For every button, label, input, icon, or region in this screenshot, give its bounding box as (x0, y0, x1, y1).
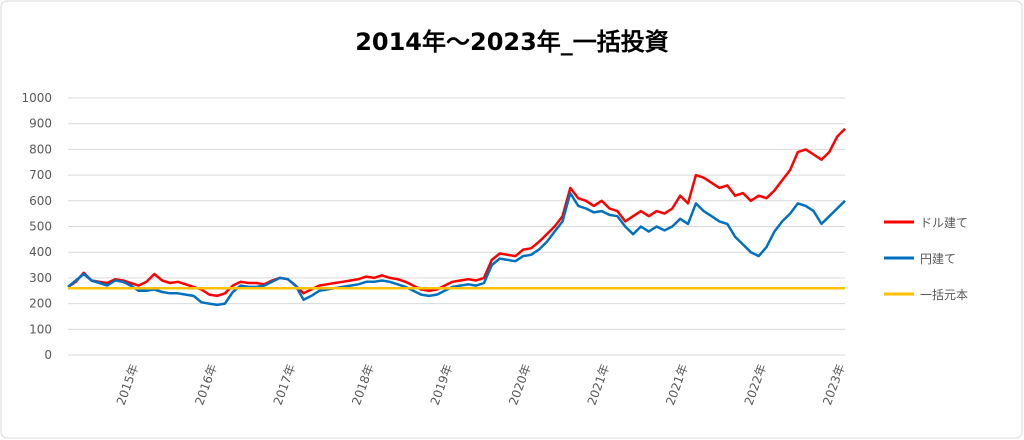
y-tick-label: 800 (29, 142, 52, 156)
legend-label: 一括元本 (920, 287, 968, 302)
chart-title: 2014年～2023年_一括投資 (355, 28, 669, 56)
y-tick-label: 400 (29, 245, 52, 259)
legend-label: ドル建て (920, 216, 968, 230)
y-tick-label: 1000 (21, 91, 52, 105)
y-tick-label: 700 (29, 168, 52, 182)
y-tick-label: 500 (29, 220, 52, 234)
y-tick-label: 600 (29, 194, 52, 208)
y-tick-label: 100 (29, 322, 52, 336)
y-tick-label: 200 (29, 297, 52, 311)
y-tick-label: 0 (44, 348, 52, 362)
y-tick-label: 300 (29, 271, 52, 285)
series-line (67, 191, 846, 307)
legend-label: 円建て (920, 252, 956, 266)
y-tick-label: 900 (29, 117, 52, 131)
